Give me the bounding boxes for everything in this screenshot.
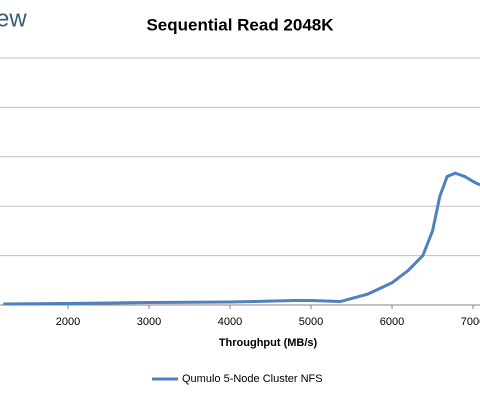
x-tick-label: 7000 xyxy=(461,316,480,328)
x-tick-label: 2000 xyxy=(56,316,80,328)
x-tick-label: 5000 xyxy=(299,316,323,328)
x-tick-label: 3000 xyxy=(137,316,161,328)
x-tick-label: 4000 xyxy=(218,316,242,328)
chart-title: Sequential Read 2048K xyxy=(146,15,334,34)
series-line xyxy=(3,171,480,306)
x-axis-label: Throughput (MB/s) xyxy=(219,337,318,349)
legend-label: Qumulo 5-Node Cluster NFS xyxy=(182,373,323,385)
x-tick-label: 6000 xyxy=(380,316,404,328)
logo: ew xyxy=(0,5,27,32)
